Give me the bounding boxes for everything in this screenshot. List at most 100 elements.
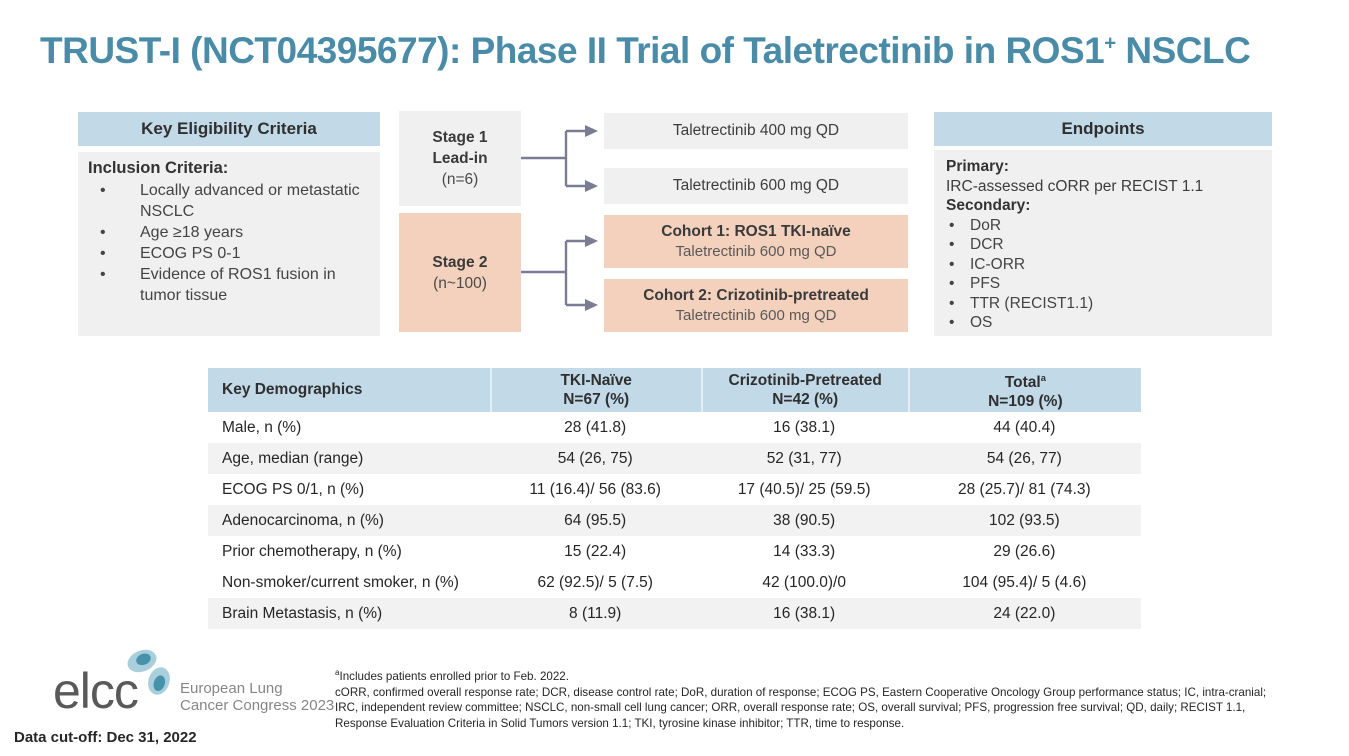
table-cell-tki: 64 (95.5) (564, 511, 627, 529)
cohort1-dose: Taletrectinib 600 mg QD (675, 242, 837, 260)
bullet-text: Locally advanced or metastatic NSCLC (140, 182, 360, 220)
endpoints-header: Endpoints (934, 112, 1272, 146)
table-row: Brain Metastasis, n (%) 8 (11.9) 16 (38.1)… (208, 598, 1141, 629)
table-cell-criz: 16 (38.1) (773, 604, 836, 622)
slide-title: TRUST-I (NCT04395677): Phase II Trial of… (40, 30, 1251, 72)
table-cell-tki: 28 (41.8) (564, 418, 627, 436)
total-label: Total (1004, 374, 1041, 392)
bullet-text: Evidence of ROS1 fusion in tumor tissue (140, 266, 336, 304)
table-cell-total: 28 (25.7)/ 81 (74.3) (958, 480, 1091, 498)
bullet-item: Locally advanced or metastatic NSCLC (88, 180, 370, 222)
column-title: TKI-Naïve (560, 372, 632, 389)
bullet-item: OS (946, 313, 1260, 333)
data-cutoff: Data cut-off: Dec 31, 2022 (14, 729, 197, 746)
bullet-item: Age ≥18 years (88, 222, 370, 243)
slide-title-tail: NSCLC (1115, 30, 1251, 71)
table-cell-label: Non-smoker/current smoker, n (%) (222, 573, 459, 591)
table-row: Male, n (%) 28 (41.8) 16 (38.1) 44 (40.4) (208, 412, 1141, 443)
stage1-leadin-label: Lead-in (432, 150, 488, 167)
table-cell-label: Adenocarcinoma, n (%) (222, 511, 384, 529)
bullet-icon (946, 313, 970, 333)
bullet-text: IC-ORR (970, 255, 1026, 273)
elcc-logo-icon (127, 649, 170, 695)
cohort2-box: Cohort 2: Crizotinib-pretreated Taletrec… (604, 279, 908, 332)
table-row: Adenocarcinoma, n (%) 64 (95.5) 38 (90.5) 1… (208, 505, 1141, 536)
table-cell-total: 102 (93.5) (989, 511, 1060, 529)
table-cell-total: 29 (26.6) (993, 542, 1056, 560)
congress-line2: Cancer Congress 2023 (180, 697, 335, 714)
bullet-icon (946, 294, 970, 314)
table-cell-label: Age, median (range) (222, 449, 364, 467)
footnote-a: aIncludes patients enrolled prior to Feb… (335, 665, 1345, 685)
arm-taletrectinib-400: Taletrectinib 400 mg QD (604, 113, 908, 149)
table-cell-tki: 62 (92.5)/ 5 (7.5) (537, 573, 653, 591)
stage2-label: Stage 2 (432, 253, 488, 271)
column-n: N=42 (%) (772, 391, 839, 408)
table-cell-total: 104 (95.4)/ 5 (4.6) (962, 573, 1087, 591)
table-cell-criz: 52 (31, 77) (766, 449, 842, 467)
inclusion-criteria-label: Inclusion Criteria: (88, 159, 229, 177)
table-row: Non-smoker/current smoker, n (%) 62 (92.5… (208, 567, 1141, 598)
table-cell-criz: 42 (100.0)/0 (762, 573, 846, 591)
stage2-box: Stage 2 (n~100) (399, 213, 521, 332)
table-cell-tki: 8 (11.9) (569, 604, 622, 622)
footnote-line: Response Evaluation Criteria in Solid Tu… (335, 717, 905, 731)
footnote-line: IRC, independent review committee; NSCLC… (335, 701, 1246, 715)
stage1-label: Stage 1 (432, 129, 488, 146)
footnote-text: Includes patients enrolled prior to Feb.… (339, 669, 569, 683)
table-body: Male, n (%) 28 (41.8) 16 (38.1) 44 (40.4) Ag… (208, 412, 1141, 629)
secondary-endpoint-label: Secondary: (946, 197, 1031, 214)
bullet-text: Age ≥18 years (140, 224, 244, 241)
table-cell-total: 54 (26, 77) (986, 449, 1062, 467)
table-cell-label: Brain Metastasis, n (%) (222, 604, 383, 622)
cohort2-title: Cohort 2: Crizotinib-pretreated (643, 286, 869, 304)
bullet-item: DCR (946, 235, 1260, 255)
cohort2-dose: Taletrectinib 600 mg QD (675, 306, 837, 324)
footnote-line: cORR, confirmed overall response rate; D… (335, 685, 1267, 699)
stage2-n: (n~100) (433, 274, 487, 292)
table-cell-tki: 11 (16.4)/ 56 (83.6) (529, 480, 661, 498)
bullet-item: Evidence of ROS1 fusion in tumor tissue (88, 264, 370, 306)
cohort1-title: Cohort 1: ROS1 TKI-naïve (661, 222, 851, 240)
bullet-text: DoR (970, 216, 1002, 234)
table-row: Prior chemotherapy, n (%) 15 (22.4) 14 (33… (208, 536, 1141, 567)
table-header-tki-naive: TKI-Naïve N=67 (%) (489, 368, 701, 412)
bullet-icon (88, 180, 140, 222)
table-header-demographics: Key Demographics (222, 381, 363, 398)
table-cell-criz: 38 (90.5) (773, 511, 836, 529)
column-n: N=67 (%) (563, 391, 630, 408)
bullet-icon (88, 243, 140, 264)
bullet-icon (88, 264, 140, 306)
table-cell-total: 44 (40.4) (993, 418, 1056, 436)
bullet-text: TTR (RECIST1.1) (970, 294, 1094, 312)
arm-taletrectinib-600: Taletrectinib 600 mg QD (604, 168, 908, 204)
table-cell-tki: 54 (26, 75) (557, 449, 633, 467)
secondary-endpoints-list: DoR DCR IC-ORR PFS TTR (RECIST1.1) OS (946, 216, 1260, 333)
stage1-n: (n=6) (441, 171, 479, 188)
table-header-total: Totala N=109 (%) (907, 368, 1141, 412)
bullet-item: PFS (946, 274, 1260, 294)
table-cell-total: 24 (22.0) (993, 604, 1056, 622)
bullet-item: TTR (RECIST1.1) (946, 294, 1260, 314)
bullet-icon (946, 274, 970, 294)
bullet-text: DCR (970, 236, 1004, 253)
column-n: N=109 (%) (988, 393, 1063, 411)
table-cell-tki: 15 (22.4) (564, 542, 627, 560)
bullet-text: ECOG PS 0-1 (140, 245, 241, 262)
cohort1-box: Cohort 1: ROS1 TKI-naïve Taletrectinib 6… (604, 215, 908, 268)
bullet-item: DoR (946, 216, 1260, 236)
total-superscript: a (1040, 372, 1046, 383)
congress-line1: European Lung (180, 680, 283, 697)
stage1-box: Stage 1 Lead-in (n=6) (399, 111, 521, 206)
abbreviations: cORR, confirmed overall response rate; D… (335, 685, 1345, 732)
slide-title-text: TRUST-I (NCT04395677): Phase II Trial of… (40, 30, 1105, 71)
table-cell-criz: 14 (33.3) (773, 542, 836, 560)
table-cell-criz: 17 (40.5)/ 25 (59.5) (737, 480, 871, 498)
congress-name: European Lung Cancer Congress 2023 (180, 680, 334, 714)
bullet-item: IC-ORR (946, 255, 1260, 275)
flow-arrows-icon (521, 125, 598, 311)
footnotes: aIncludes patients enrolled prior to Feb… (335, 665, 1345, 732)
table-cell-criz: 16 (38.1) (773, 418, 836, 436)
table-header-row: Key Demographics TKI-Naïve N=67 (%) Criz… (208, 368, 1141, 412)
